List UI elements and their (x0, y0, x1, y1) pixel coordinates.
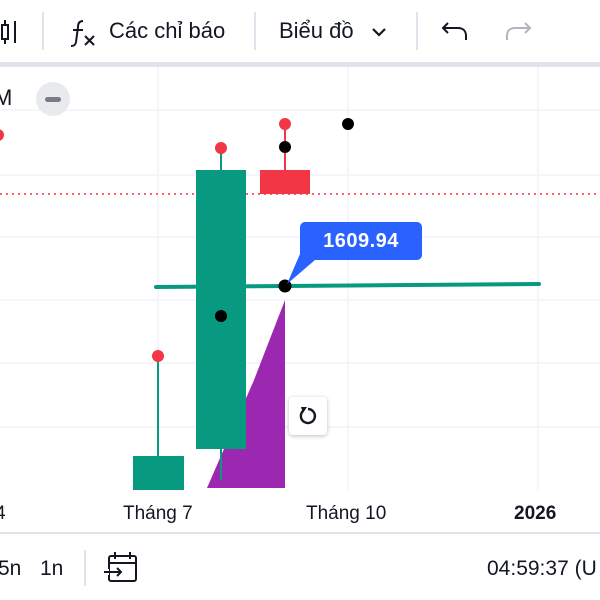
bottom-divider (84, 550, 86, 586)
reset-button[interactable] (289, 397, 327, 435)
rotate-reset-icon (299, 407, 317, 425)
undo-icon[interactable] (440, 18, 470, 46)
x-axis-label: Tháng 7 (123, 503, 193, 524)
indicators-button[interactable]: Các chỉ báo (62, 10, 242, 54)
chart-canvas[interactable] (0, 67, 600, 532)
redo-icon[interactable] (503, 18, 533, 46)
function-fx-icon (70, 20, 95, 47)
top-toolbar: Các chỉ báo Biểu đồ (0, 0, 600, 64)
legend-symbol: M (0, 85, 13, 110)
range-5y-button[interactable]: 5n (0, 557, 22, 580)
candle[interactable] (133, 350, 184, 490)
x-axis-label: Tháng 10 (306, 503, 387, 524)
candle[interactable] (260, 118, 310, 194)
chart-type-dropdown[interactable]: Biểu đồ (272, 10, 402, 54)
legend-color-dot (0, 129, 4, 141)
calendar-goto-icon[interactable] (104, 551, 140, 585)
range-1y-button[interactable]: 1n (40, 557, 64, 580)
bottom-bar-border (0, 532, 600, 534)
indicators-label: Các chỉ báo (109, 18, 226, 43)
marker-dot[interactable] (342, 118, 354, 130)
price-label[interactable]: 1609.94 (300, 222, 422, 260)
trend-line[interactable] (154, 282, 541, 289)
price-label-pointer (287, 254, 322, 284)
chevron-down-icon (372, 28, 386, 37)
toolbar-border (0, 62, 600, 67)
x-axis-label: 2026 (514, 503, 557, 524)
toolbar-divider (254, 12, 256, 50)
clock-timezone[interactable]: 04:59:37 (U (487, 557, 597, 580)
legend-collapse-button[interactable] (36, 82, 70, 116)
toolbar-divider (416, 12, 418, 50)
x-axis-label: 4 (0, 503, 6, 524)
annotation-triangle[interactable] (207, 300, 285, 488)
candles-icon[interactable] (0, 18, 22, 46)
candle[interactable] (196, 142, 246, 480)
chart-type-label: Biểu đồ (279, 18, 354, 43)
toolbar-divider (42, 12, 44, 50)
